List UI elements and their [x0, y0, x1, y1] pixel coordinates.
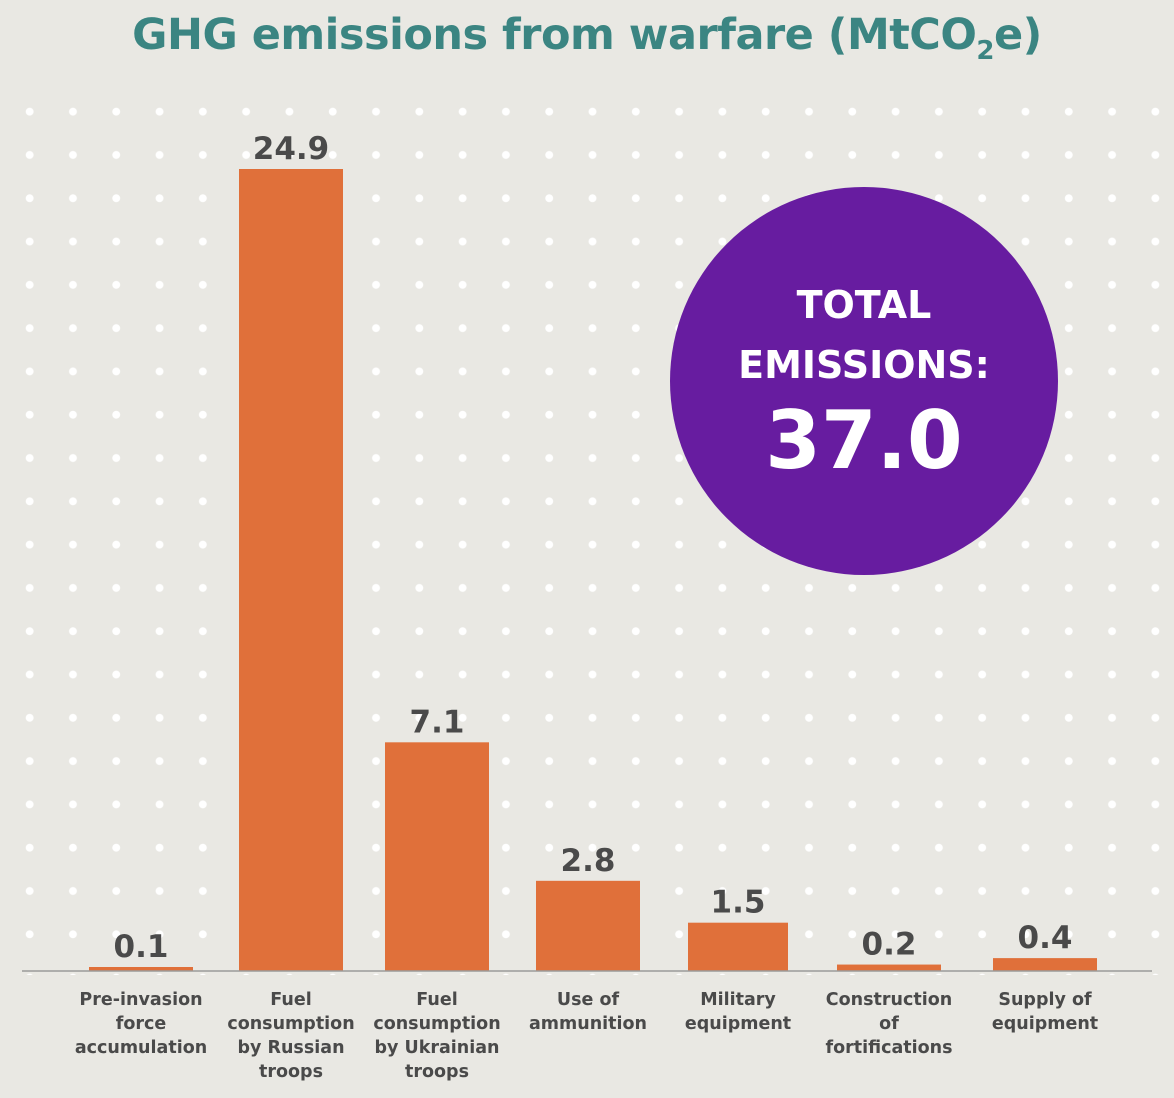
bar-3 [536, 880, 640, 971]
category-label-6-line-1: equipment [992, 1014, 1098, 1034]
category-label-2-line-2: by Ukrainian [374, 1038, 499, 1058]
category-label-0-line-2: accumulation [75, 1038, 207, 1058]
category-label-6-line-0: Supply of [998, 990, 1092, 1010]
total-circle [670, 187, 1058, 575]
category-label-5: Construction of fortifications [825, 990, 952, 1058]
bar-2 [385, 742, 489, 971]
value-label-2: 7.1 [410, 704, 465, 740]
chart-title: GHG emissions from warfare (MtCO2e) [0, 10, 1174, 64]
bar-0 [89, 967, 193, 971]
category-label-3: Use of ammunition [529, 990, 647, 1034]
chart-title-main: GHG emissions from warfare (MtCO [132, 10, 977, 60]
category-label-0-line-0: Pre-invasion [79, 990, 202, 1010]
category-label-4: Military equipment [685, 990, 791, 1034]
category-label-2-line-1: consumption [373, 1014, 500, 1034]
category-label-1-line-0: Fuel [270, 990, 311, 1010]
total-emissions-badge: TOTAL EMISSIONS: 37.0 [670, 187, 1058, 575]
category-label-1: Fuel consumption by Russian troops [227, 990, 354, 1082]
category-label-2: Fuel consumption by Ukrainian troops [373, 990, 500, 1082]
category-label-5-line-2: fortifications [825, 1038, 952, 1058]
total-label-line1: TOTAL [797, 283, 932, 327]
category-label-0-line-1: force [116, 1014, 167, 1034]
category-label-4-line-0: Military [700, 990, 776, 1010]
category-label-5-line-1: of [879, 1014, 899, 1034]
chart-title-subscript: 2 [976, 36, 995, 66]
category-labels-group: Pre-invasion force accumulation Fuel consump… [75, 990, 1098, 1082]
value-label-4: 1.5 [711, 885, 766, 921]
bar-1 [239, 169, 343, 971]
bar-5 [837, 964, 941, 971]
value-label-6: 0.4 [1018, 920, 1073, 956]
category-label-2-line-0: Fuel [416, 990, 457, 1010]
category-label-0: Pre-invasion force accumulation [75, 990, 207, 1058]
category-label-3-line-0: Use of [557, 990, 620, 1010]
category-label-5-line-0: Construction [826, 990, 952, 1010]
bars-group: 0.1 24.9 7.1 2.8 1.5 0.2 0.4 [89, 131, 1097, 971]
category-label-2-line-3: troops [405, 1062, 469, 1082]
chart-title-end: e) [994, 10, 1042, 60]
category-label-1-line-1: consumption [227, 1014, 354, 1034]
bar-6 [993, 958, 1097, 971]
category-label-4-line-1: equipment [685, 1014, 791, 1034]
total-label-line2: EMISSIONS: [738, 343, 990, 387]
total-value: 37.0 [765, 394, 962, 487]
category-label-6: Supply of equipment [992, 990, 1098, 1034]
category-label-1-line-3: troops [259, 1062, 323, 1082]
category-label-3-line-1: ammunition [529, 1014, 647, 1034]
value-label-1: 24.9 [253, 131, 330, 167]
value-label-5: 0.2 [862, 927, 917, 963]
bar-4 [688, 922, 788, 971]
value-label-0: 0.1 [114, 929, 169, 965]
category-label-1-line-2: by Russian [237, 1038, 344, 1058]
value-label-3: 2.8 [561, 843, 616, 879]
